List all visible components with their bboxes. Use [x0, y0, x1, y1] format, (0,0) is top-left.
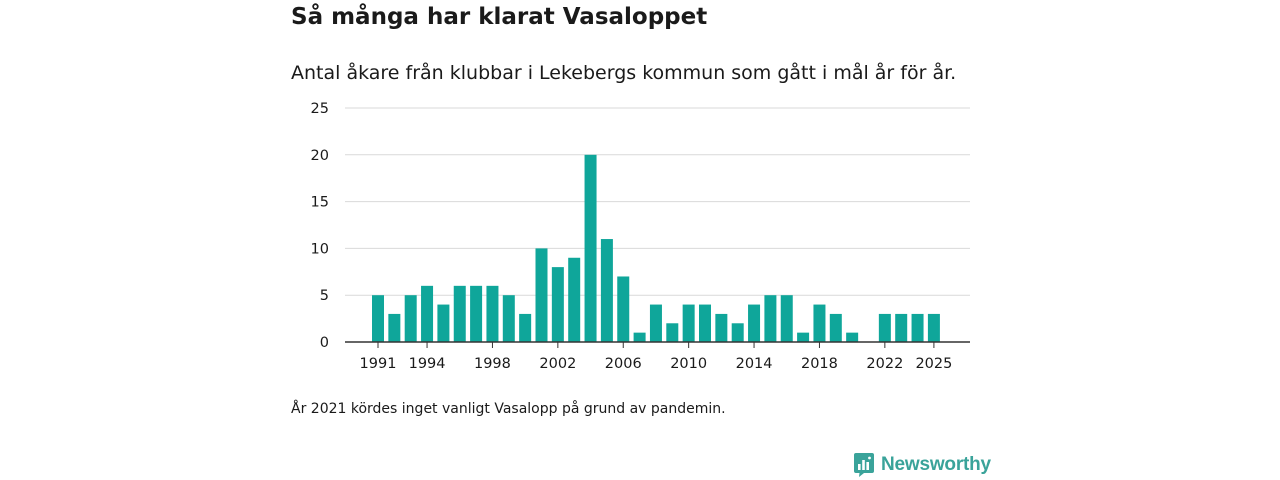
- bar-2015: [764, 295, 777, 342]
- bar-1992: [388, 313, 401, 342]
- brand-name: Newsworthy: [881, 454, 991, 475]
- x-axis-labels: 1991 1994 1998 2002 2006 2010 2014 2018 2022 2025: [360, 356, 953, 372]
- x-tick-label: 2018: [801, 356, 838, 372]
- y-tick-label: 25: [311, 101, 329, 117]
- bar-2018: [813, 304, 826, 342]
- x-tick-label: 2014: [736, 356, 773, 372]
- x-tick-label: 1991: [360, 356, 397, 372]
- bar-1996: [453, 285, 466, 342]
- x-tick-label: 2025: [915, 356, 952, 372]
- bar-2011: [699, 304, 711, 342]
- bar-2008: [649, 304, 662, 342]
- x-tick-label: 1994: [409, 356, 446, 372]
- gridlines: [345, 107, 970, 296]
- y-tick-label: 0: [320, 335, 329, 351]
- x-tick-label: 1998: [474, 356, 511, 372]
- bar-1993: [404, 295, 417, 342]
- bar-2024: [911, 313, 924, 342]
- bar-2009: [666, 323, 679, 342]
- bar-1999: [502, 295, 515, 342]
- footnote: År 2021 kördes inget vanligt Vasalopp på…: [291, 401, 726, 417]
- bar-2010: [682, 304, 695, 342]
- bar-2025: [927, 313, 940, 342]
- bar-1991: [372, 295, 384, 342]
- bar-2014: [748, 304, 761, 342]
- y-axis-labels: 0 5 10 15 20 25: [311, 101, 329, 351]
- bar-2004: [584, 154, 597, 342]
- y-tick-label: 20: [311, 148, 329, 164]
- bar-2006: [617, 276, 630, 342]
- x-axis-ticks: [377, 342, 935, 348]
- bar-2005: [600, 239, 613, 342]
- bar-2002: [551, 267, 564, 342]
- bar-2003: [568, 257, 581, 342]
- bar-1994: [421, 285, 434, 342]
- x-tick-label: 2010: [670, 356, 707, 372]
- x-tick-label: 2002: [539, 356, 576, 372]
- bar-2001: [535, 248, 548, 342]
- bar-1995: [437, 304, 450, 342]
- bar-1998: [486, 285, 499, 342]
- newsworthy-logo-icon: [854, 453, 874, 477]
- bar-2007: [633, 332, 646, 342]
- bar-2012: [715, 313, 728, 342]
- brand-logo[interactable]: Newsworthy: [853, 452, 991, 478]
- bar-2020: [846, 332, 859, 342]
- bar-2017: [797, 332, 810, 342]
- x-tick-label: 2006: [605, 356, 642, 372]
- bars: [372, 154, 940, 342]
- bar-1997: [470, 285, 483, 342]
- bar-2016: [780, 295, 793, 342]
- bar-2022: [878, 313, 891, 342]
- bar-2019: [829, 313, 842, 342]
- y-tick-label: 5: [320, 288, 329, 304]
- chart-subtitle: Antal åkare från klubbar i Lekebergs kom…: [291, 62, 957, 84]
- bar-2023: [895, 313, 908, 342]
- y-tick-label: 15: [311, 195, 329, 211]
- x-tick-label: 2022: [866, 356, 903, 372]
- bar-2000: [519, 313, 532, 342]
- chart-title: Så många har klarat Vasaloppet: [291, 4, 708, 30]
- bar-2013: [731, 323, 744, 342]
- y-tick-label: 10: [311, 241, 329, 257]
